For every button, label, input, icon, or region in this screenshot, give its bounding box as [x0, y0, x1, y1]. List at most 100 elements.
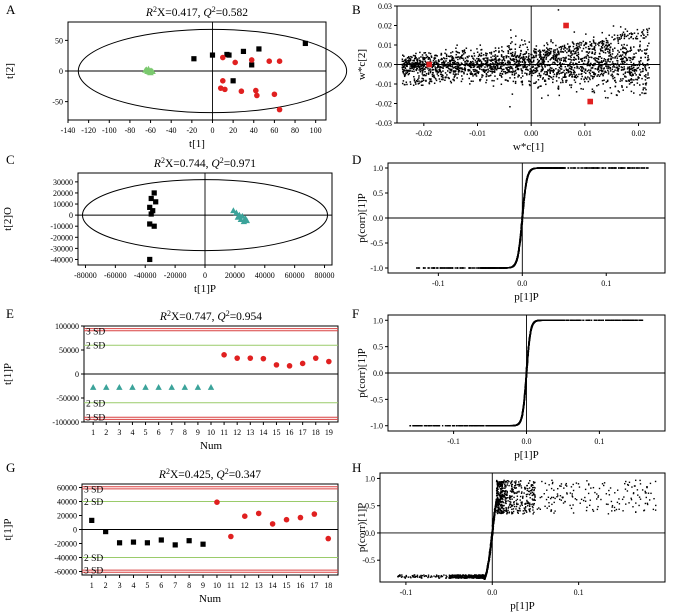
loading-point [503, 64, 505, 67]
loading-point [594, 57, 596, 59]
loading-point [633, 70, 636, 72]
loading-point [492, 70, 494, 73]
loading-point [432, 59, 435, 62]
loading-point [478, 59, 480, 62]
splot-point [464, 267, 466, 269]
loading-point [404, 66, 406, 69]
loading-point [608, 34, 610, 37]
loading-point [432, 65, 435, 67]
loading-point [614, 38, 616, 40]
loading-point [487, 68, 489, 71]
splot-point [518, 246, 520, 248]
y-tick-label: -0.02 [375, 100, 392, 109]
loading-point [560, 47, 563, 49]
loading-point [563, 63, 565, 65]
loading-point [574, 81, 577, 84]
splot-point [520, 225, 523, 227]
splot-point [647, 167, 649, 169]
loading-point [402, 60, 405, 63]
data-point-teal [168, 384, 175, 390]
loading-point [581, 57, 584, 60]
loading-point [581, 69, 584, 72]
splot-point [600, 319, 603, 321]
loading-point [613, 76, 616, 79]
loading-point [548, 51, 550, 54]
loading-point [556, 64, 559, 67]
loading-point [559, 61, 561, 64]
loading-point [522, 66, 524, 69]
loading-point [623, 35, 626, 38]
loading-point [624, 52, 626, 54]
loading-point [566, 72, 568, 74]
splot-point [526, 176, 529, 178]
loading-point [609, 86, 612, 89]
loading-point [640, 71, 642, 73]
loading-point [484, 63, 487, 65]
loading-point [462, 57, 464, 60]
loading-point [552, 69, 555, 72]
loading-point [563, 48, 565, 50]
splot-point [584, 167, 586, 169]
loading-point [484, 70, 486, 72]
loading-point [587, 54, 589, 57]
loading-point [571, 66, 573, 68]
loading-point [490, 51, 493, 54]
loading-point [621, 60, 623, 62]
loading-point [583, 60, 586, 62]
loading-point [616, 53, 619, 55]
loading-point [418, 69, 420, 71]
splot-point [532, 168, 535, 170]
splot-point [471, 425, 473, 427]
loading-point [622, 31, 625, 33]
loading-point [403, 73, 405, 75]
splot-point [480, 267, 482, 269]
loading-point [573, 31, 576, 33]
loading-point [558, 57, 560, 60]
loading-point [535, 81, 538, 83]
loading-point [500, 62, 502, 64]
loading-point [419, 61, 421, 64]
loading-point [528, 64, 530, 67]
loading-point [488, 59, 490, 61]
loading-point [421, 54, 424, 56]
data-point-teal [234, 213, 242, 220]
loading-point [557, 71, 559, 74]
loading-point [513, 73, 516, 75]
splot-point [581, 319, 583, 321]
loading-point [489, 74, 492, 77]
splot-point [577, 167, 579, 169]
splot-point [556, 167, 558, 169]
loading-point [490, 53, 493, 55]
splot-point [478, 267, 481, 269]
loading-point [452, 57, 455, 59]
loading-point [426, 66, 428, 69]
splot-point [523, 197, 525, 200]
loading-point [543, 80, 546, 82]
loading-point [523, 65, 525, 68]
loading-point [604, 71, 606, 73]
loading-point [613, 38, 615, 41]
loading-point [567, 54, 570, 57]
loading-point [480, 65, 482, 67]
loading-point [476, 71, 478, 73]
loading-point [628, 80, 630, 83]
x-axis-label: w*c[1] [513, 141, 544, 153]
loading-point [512, 55, 514, 57]
loading-point [500, 76, 503, 78]
loading-point [452, 59, 454, 62]
loading-point [622, 51, 624, 53]
loading-point [629, 47, 632, 50]
loading-point [537, 63, 540, 66]
loading-point [433, 62, 436, 64]
loading-point [643, 49, 646, 51]
loading-point [520, 39, 523, 41]
loading-point [591, 90, 594, 93]
loading-point [636, 28, 639, 31]
loading-point [613, 79, 616, 82]
loading-point [590, 75, 592, 77]
loading-point [579, 41, 581, 44]
loading-point [586, 78, 588, 80]
splot-point [593, 167, 596, 169]
loading-point [416, 62, 419, 65]
loading-point [425, 79, 427, 82]
